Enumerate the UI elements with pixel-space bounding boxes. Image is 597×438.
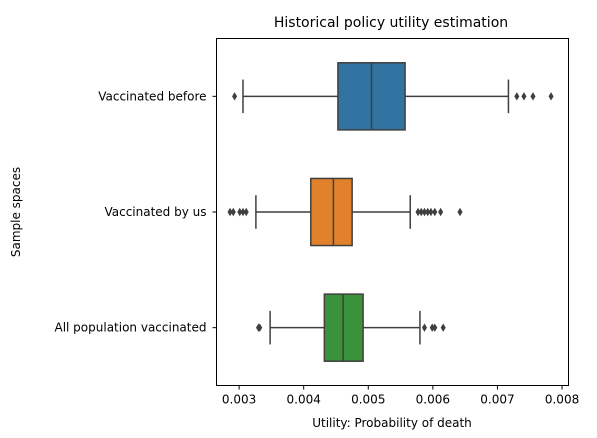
outlier-point [457,207,463,217]
x-axis-label: Utility: Probability of death [312,416,472,430]
outlier-point [440,323,446,332]
outlier-point [428,207,434,217]
chart-title: Historical policy utility estimation [274,15,508,31]
x-tick-label: 0.004 [287,393,321,407]
box-iqr [310,177,353,247]
x-tick-label: 0.008 [545,393,579,407]
box-group-1 [227,177,463,247]
y-tick-label: Vaccinated before [98,89,206,103]
x-tick-label: 0.007 [480,393,514,407]
outlier-point [438,207,444,217]
outlier-point [514,92,520,101]
y-tick-label: All population vaccinated [54,321,206,335]
y-axis: Vaccinated before Vaccinated by us All pop… [54,89,217,335]
box-group-2 [255,293,446,362]
x-tick-label: 0.006 [416,393,450,407]
outlier-point [421,323,427,332]
x-tick-label: 0.003 [222,393,256,407]
outlier-point [432,207,438,217]
box-group-0 [232,62,554,131]
outlier-point [230,207,236,217]
outlier-point [418,207,424,217]
outlier-point [432,323,438,332]
outlier-point [237,207,243,217]
outlier-point [232,92,238,101]
outlier-point [415,207,421,217]
outlier-point [548,92,554,101]
x-axis: 0.003 0.004 0.005 0.006 0.007 0.008 [222,385,579,407]
y-tick-label: Vaccinated by us [104,205,206,219]
outlier-point [240,207,246,217]
outlier-point [227,207,233,217]
x-tick-label: 0.005 [351,393,385,407]
outlier-point [521,92,527,101]
y-axis-label: Sample spaces [9,167,23,257]
plot-area [227,62,554,362]
outlier-point [421,207,427,217]
outlier-point [429,323,435,332]
outlier-point [257,323,263,332]
outlier-point [243,207,249,217]
outlier-point [425,207,431,217]
outlier-point [530,92,536,101]
